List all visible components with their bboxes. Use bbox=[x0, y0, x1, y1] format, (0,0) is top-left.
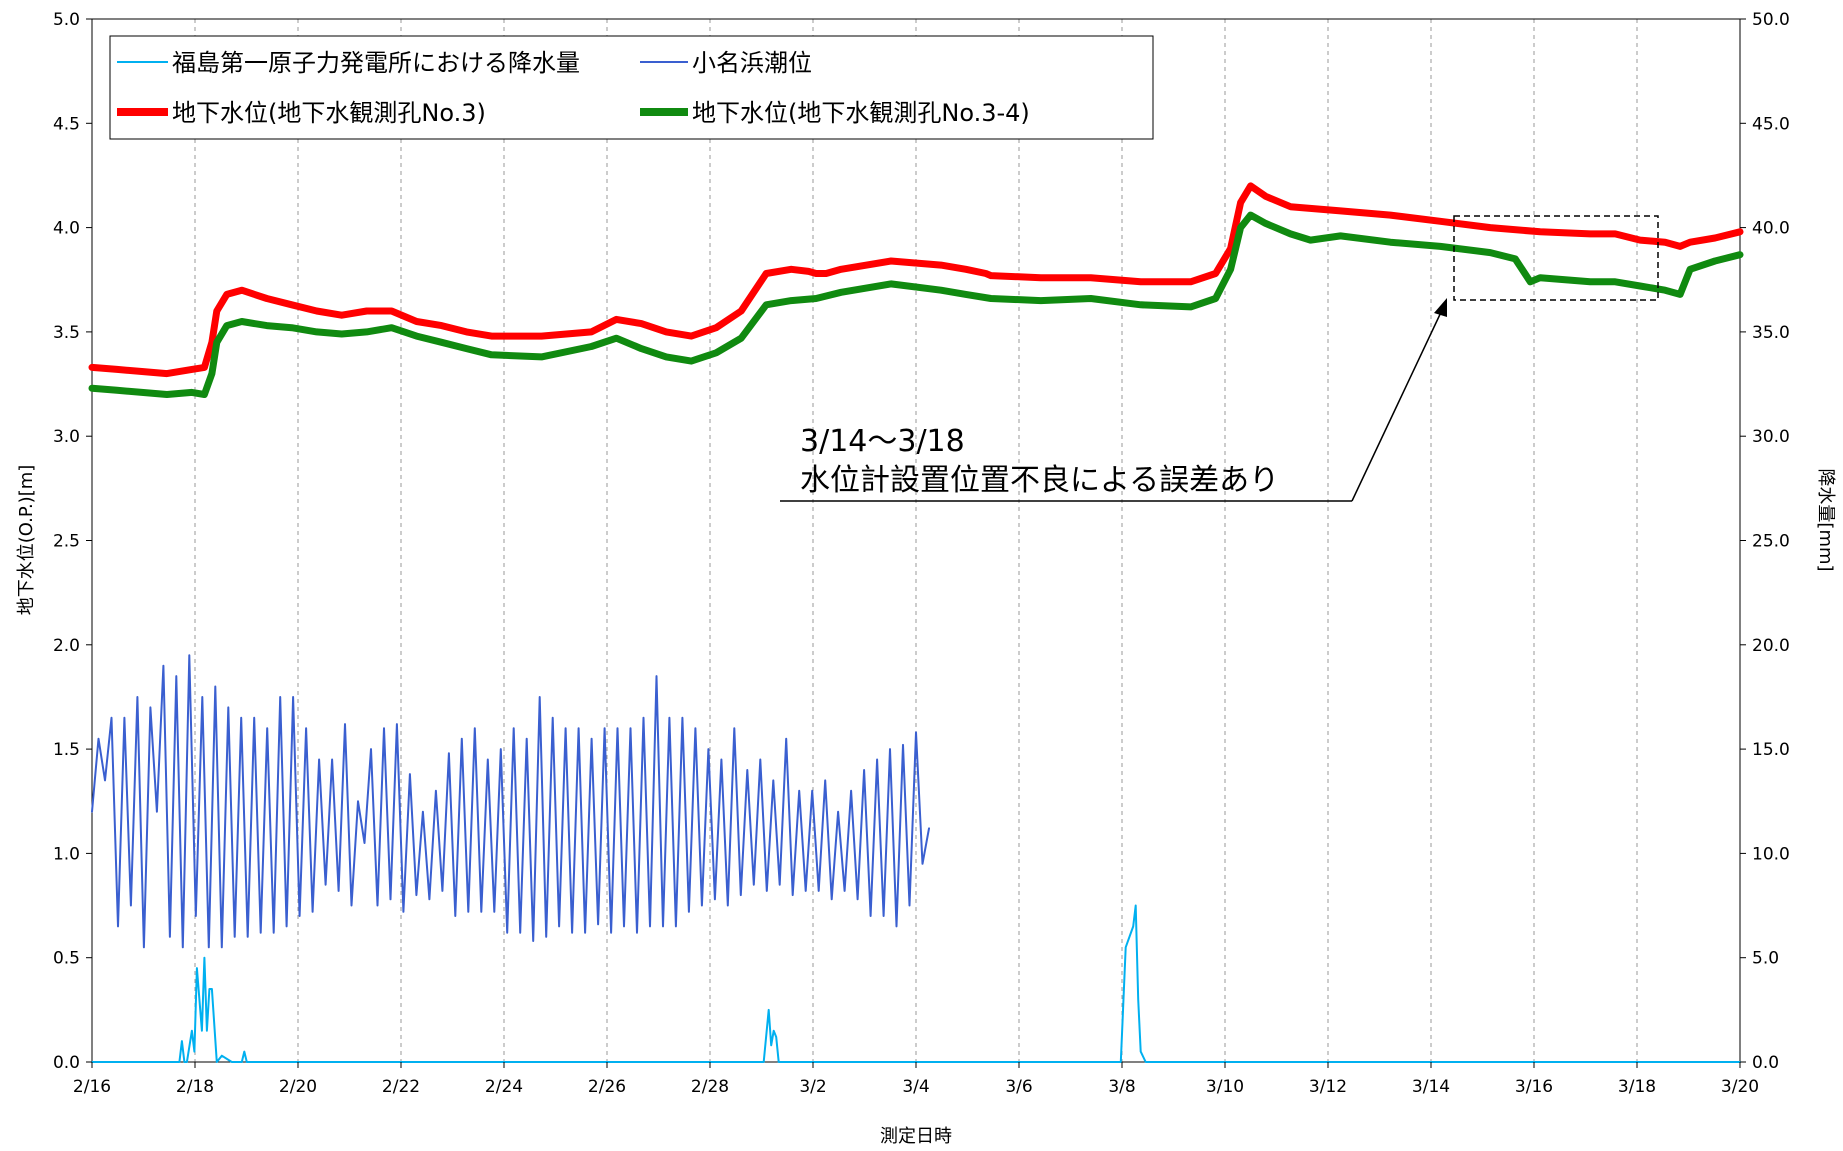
x-tick-label: 2/24 bbox=[485, 1077, 523, 1097]
legend-box bbox=[109, 35, 1154, 140]
x-tick-label: 3/10 bbox=[1206, 1077, 1244, 1097]
x-tick-label: 3/6 bbox=[1005, 1077, 1032, 1097]
x-tick-label: 2/16 bbox=[73, 1077, 111, 1097]
x-tick-label: 3/2 bbox=[799, 1077, 826, 1097]
y-left-tick-label: 3.0 bbox=[53, 427, 80, 447]
y-axis-right-title: 降水量[mm] bbox=[1815, 468, 1836, 571]
y-left-tick-label: 2.0 bbox=[53, 636, 80, 656]
annotation-line1: 3/14～3/18 bbox=[800, 424, 965, 459]
y-left-tick-label: 1.5 bbox=[53, 740, 80, 760]
y-right-tick-label: 30.0 bbox=[1752, 427, 1790, 447]
annotation-dashed-box bbox=[1453, 215, 1659, 301]
annotation-leader-line bbox=[1351, 307, 1444, 502]
legend-label-groundwater-no3: 地下水位(地下水観測孔No.3) bbox=[172, 99, 486, 127]
annotation-line2: 水位計設置位置不良による誤差あり bbox=[800, 463, 1279, 498]
y-right-tick-label: 25.0 bbox=[1752, 532, 1790, 552]
x-tick-label: 2/18 bbox=[176, 1077, 214, 1097]
x-tick-label: 3/8 bbox=[1108, 1077, 1135, 1097]
vertical-gridlines bbox=[194, 19, 1638, 1062]
y-left-tick-label: 4.0 bbox=[53, 219, 80, 239]
y-left-tick-label: 0.5 bbox=[53, 949, 80, 969]
y-right-tick-label: 40.0 bbox=[1752, 219, 1790, 239]
y-left-tick-label: 2.5 bbox=[53, 532, 80, 552]
legend-label-groundwater-no3-4: 地下水位(地下水観測孔No.3-4) bbox=[692, 99, 1030, 127]
x-tick-label: 2/26 bbox=[588, 1077, 626, 1097]
x-tick-label: 2/28 bbox=[691, 1077, 729, 1097]
series-groundwater-no3-4-line bbox=[88, 211, 1744, 398]
y-right-tick-label: 15.0 bbox=[1752, 740, 1790, 760]
left-y-axis: 0.0 0.5 1.0 1.5 2.0 2.5 3.0 3.5 4.0 4.5 5.0 bbox=[53, 10, 92, 1073]
y-right-tick-label: 0.0 bbox=[1752, 1053, 1779, 1073]
y-left-tick-label: 0.0 bbox=[53, 1053, 80, 1073]
x-tick-label: 2/20 bbox=[279, 1077, 317, 1097]
x-tick-label: 3/20 bbox=[1721, 1077, 1759, 1097]
y-axis-left-title: 地下水位(O.P.)[m] bbox=[16, 465, 37, 616]
x-tick-label: 3/12 bbox=[1309, 1077, 1347, 1097]
series-layer bbox=[88, 182, 1744, 1063]
y-right-tick-label: 35.0 bbox=[1752, 323, 1790, 343]
legend-label-tide: 小名浜潮位 bbox=[692, 49, 812, 77]
y-left-tick-label: 3.5 bbox=[53, 323, 80, 343]
y-right-tick-label: 20.0 bbox=[1752, 636, 1790, 656]
annotation: 3/14～3/18 水位計設置位置不良による誤差あり bbox=[780, 215, 1659, 502]
y-left-tick-label: 1.0 bbox=[53, 844, 80, 864]
x-axis-title: 測定日時 bbox=[880, 1126, 952, 1147]
y-right-tick-label: 5.0 bbox=[1752, 949, 1779, 969]
right-y-axis: 0.0 5.0 10.0 15.0 20.0 25.0 30.0 35.0 40.0 45.0 50… bbox=[1740, 10, 1790, 1073]
x-tick-label: 3/16 bbox=[1515, 1077, 1553, 1097]
y-right-tick-label: 45.0 bbox=[1752, 114, 1790, 134]
x-tick-label: 3/4 bbox=[902, 1077, 929, 1097]
y-right-tick-label: 10.0 bbox=[1752, 844, 1790, 864]
legend-label-rainfall: 福島第一原子力発電所における降水量 bbox=[172, 49, 580, 77]
y-left-tick-label: 4.5 bbox=[53, 114, 80, 134]
y-right-tick-label: 50.0 bbox=[1752, 10, 1790, 30]
x-tick-label: 2/22 bbox=[382, 1077, 420, 1097]
series-groundwater-no3-line bbox=[88, 182, 1744, 378]
x-axis: 2/16 2/18 2/20 2/22 2/24 2/26 2/28 3/2 3/4 3/6 3/8… bbox=[73, 1062, 1759, 1097]
x-tick-label: 3/14 bbox=[1412, 1077, 1450, 1097]
legend: 福島第一原子力発電所における降水量 小名浜潮位 地下水位(地下水観測孔No.3)… bbox=[109, 35, 1154, 140]
annotation-arrowhead bbox=[1434, 298, 1447, 317]
series-rainfall-line bbox=[91, 904, 1741, 1063]
y-left-tick-label: 5.0 bbox=[53, 10, 80, 30]
x-tick-label: 3/18 bbox=[1618, 1077, 1656, 1097]
series-tide-line bbox=[91, 654, 930, 949]
